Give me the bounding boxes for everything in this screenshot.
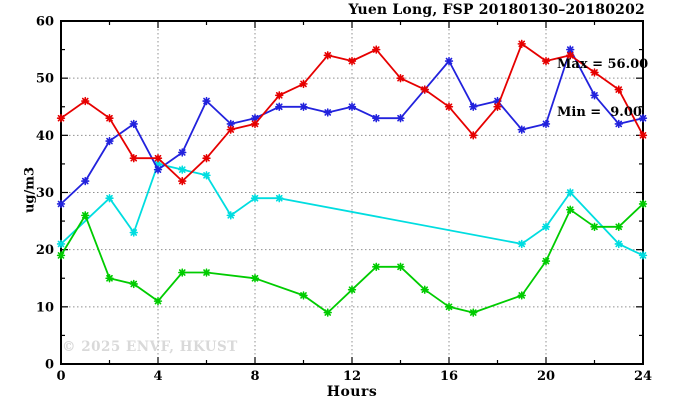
series-blue-line [60,48,644,205]
x-axis-label: Hours [326,384,378,400]
y-tick-label: 30 [36,186,54,201]
y-tick-label: 0 [45,358,54,373]
x-tick-label: 8 [250,369,259,384]
x-tick-label: 20 [537,369,555,384]
series-cyan-line [60,163,644,257]
max-value-label: Max = 56.00 [557,57,649,72]
min-value-label: Min = 9.00 [557,105,642,120]
stats-annotation: Max = 56.00 Min = 9.00 [557,25,648,153]
x-tick-label: 16 [440,369,458,384]
x-tick-label: 0 [56,369,65,384]
series-red-line-markers [56,39,648,186]
x-tick-label: 24 [634,369,652,384]
y-tick-label: 60 [36,15,54,30]
y-axis-label: ug/m3 [22,166,38,214]
series-green-line [60,203,644,314]
watermark: © 2025 ENVF, HKUST [62,339,238,355]
y-tick-label: 40 [36,129,54,144]
y-tick-label: 50 [36,72,54,87]
series-blue-line-markers [56,45,648,209]
y-tick-label: 10 [36,300,54,315]
y-tick-label: 20 [36,243,54,258]
x-tick-label: 12 [343,369,361,384]
series-cyan-line-markers [56,159,648,260]
series-green-line-markers [56,199,648,317]
x-tick-label: 4 [153,369,162,384]
chart-title: Yuen Long, FSP 20180130–20180202 [348,2,645,18]
